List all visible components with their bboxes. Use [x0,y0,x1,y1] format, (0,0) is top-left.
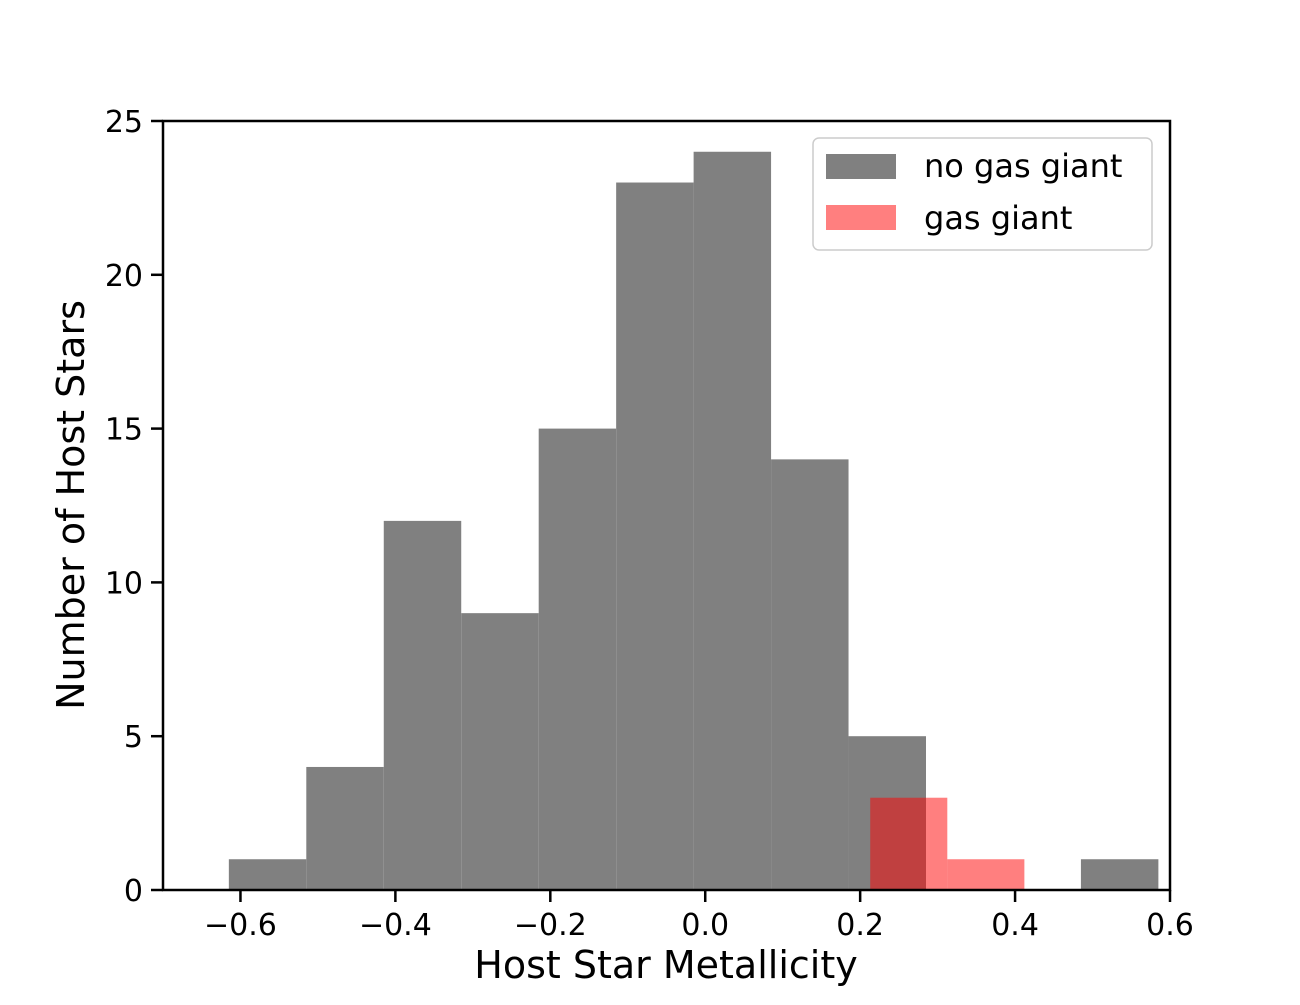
legend-label-gas-giant: gas giant [924,199,1072,237]
bar-no-gas-giant-0 [228,859,307,890]
bar-no-gas-giant-6 [693,151,772,890]
legend: no gas giant gas giant [812,137,1153,251]
plot-frame [161,119,1172,892]
bar-no-gas-giant-2 [383,520,462,890]
y-tick-label-3: 15 [105,413,143,448]
y-tick-label-1: 5 [124,720,143,755]
x-axis-label: Host Star Metallicity [474,943,857,987]
bar-no-gas-giant-4 [538,428,617,890]
y-tick-label-2: 10 [105,566,143,601]
y-tick-label-4: 20 [105,259,143,294]
y-tick-label-0: 0 [124,874,143,909]
x-axis-ticks: −0.6 −0.4 −0.2 0.0 0.2 0.4 0.6 [204,890,1194,943]
legend-box [812,137,1153,251]
x-tick-label-5: 0.4 [991,908,1039,943]
x-tick-label-3: 0.0 [681,908,729,943]
y-tick-label-5: 25 [105,105,143,140]
bar-no-gas-giant-1 [306,766,384,890]
bar-gas-giant-1 [947,859,1025,890]
x-tick-label-2: −0.2 [514,908,587,943]
x-tick-label-1: −0.4 [359,908,432,943]
x-tick-label-0: −0.6 [204,908,277,943]
bar-no-gas-giant-5 [616,182,694,890]
bar-no-gas-giant-3 [461,613,539,890]
bar-no-gas-giant-11 [1080,859,1159,890]
bar-gas-giant-0 [870,797,948,890]
legend-label-no-gas-giant: no gas giant [924,147,1122,185]
x-tick-label-6: 0.6 [1146,908,1194,943]
legend-swatch-no-gas-giant [826,154,896,179]
legend-swatch-gas-giant [826,205,896,230]
bars-layer [228,151,1159,890]
x-tick-label-4: 0.2 [836,908,884,943]
y-axis-label: Number of Host Stars [49,300,93,710]
y-axis-ticks: 0 5 10 15 20 25 [105,105,163,909]
bar-no-gas-giant-7 [771,459,849,890]
